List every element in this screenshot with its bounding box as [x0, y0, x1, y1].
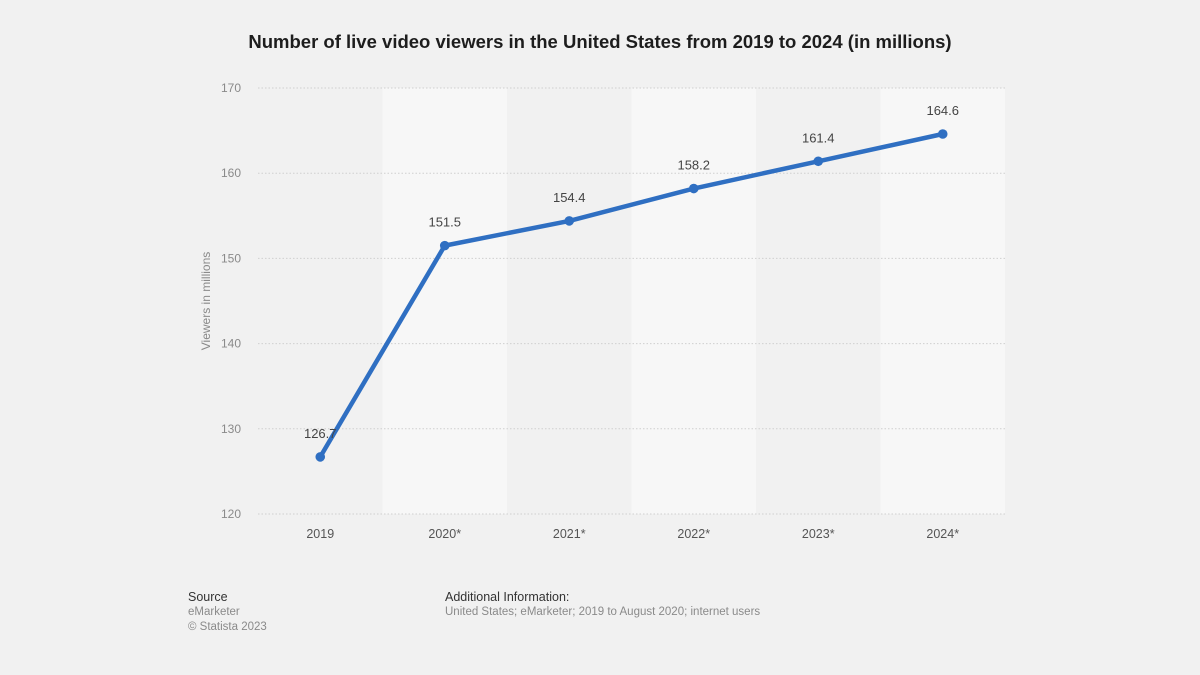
- x-tick-label: 2023*: [802, 527, 835, 541]
- data-label: 164.6: [926, 103, 959, 118]
- data-label: 154.4: [553, 190, 586, 205]
- x-tick-label: 2024*: [926, 527, 959, 541]
- y-tick-label: 120: [221, 507, 241, 521]
- x-tick-label: 2021*: [553, 527, 586, 541]
- x-tick-label: 2020*: [428, 527, 461, 541]
- data-labels: 126.7 151.5 154.4 158.2 161.4 164.6: [304, 103, 959, 441]
- plot-band: [382, 88, 507, 514]
- series-line: [318, 131, 945, 460]
- data-point[interactable]: [564, 216, 575, 226]
- additional-info-heading: Additional Information:: [445, 590, 570, 604]
- source-heading: Source: [188, 590, 228, 604]
- data-point[interactable]: [315, 452, 326, 462]
- x-tick-labels: 2019 2020* 2021* 2022* 2023* 2024*: [306, 527, 959, 541]
- data-label: 161.4: [802, 130, 835, 145]
- alternating-bands: [382, 88, 1005, 514]
- additional-info-block: Additional Information: United States; e…: [445, 590, 760, 620]
- x-tick-label: 2022*: [677, 527, 710, 541]
- source-block: Source eMarketer © Statista 2023: [188, 590, 267, 635]
- y-tick-label: 140: [221, 337, 241, 351]
- data-point[interactable]: [813, 156, 824, 167]
- y-tick-label: 150: [221, 251, 241, 265]
- y-tick-label: 160: [221, 166, 241, 180]
- chart-title: Number of live video viewers in the Unit…: [248, 31, 952, 52]
- x-tick-label: 2019: [306, 527, 334, 541]
- copyright: © Statista 2023: [188, 621, 267, 633]
- y-tick-labels: 120 130 140 150 160 170: [221, 81, 241, 521]
- y-tick-label: 170: [221, 81, 241, 95]
- data-label: 151.5: [428, 215, 461, 230]
- data-label: 158.2: [677, 158, 710, 173]
- y-tick-label: 130: [221, 422, 241, 436]
- plot-band: [631, 88, 756, 514]
- data-point[interactable]: [688, 183, 699, 194]
- plot-band: [880, 88, 1005, 514]
- data-point[interactable]: [937, 129, 948, 139]
- data-label: 126.7: [304, 426, 337, 441]
- data-point[interactable]: [439, 240, 450, 251]
- source-name[interactable]: eMarketer: [188, 606, 240, 618]
- additional-info-text: United States; eMarketer; 2019 to August…: [445, 606, 761, 618]
- y-axis-label: Viewers in millions: [199, 252, 213, 350]
- data-points: [315, 129, 948, 462]
